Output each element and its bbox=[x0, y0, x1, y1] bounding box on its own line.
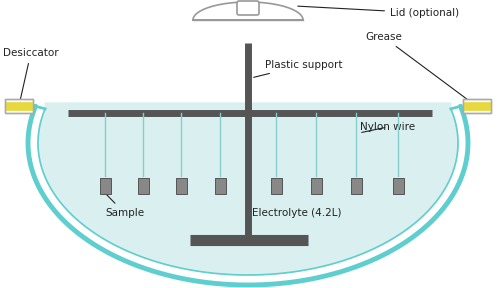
FancyBboxPatch shape bbox=[138, 178, 148, 194]
FancyBboxPatch shape bbox=[6, 102, 34, 110]
FancyBboxPatch shape bbox=[310, 178, 322, 194]
Polygon shape bbox=[193, 2, 303, 20]
Text: Lid (optional): Lid (optional) bbox=[298, 6, 459, 18]
Polygon shape bbox=[38, 109, 458, 275]
FancyBboxPatch shape bbox=[176, 178, 186, 194]
FancyBboxPatch shape bbox=[270, 178, 281, 194]
Polygon shape bbox=[38, 103, 458, 275]
FancyBboxPatch shape bbox=[100, 178, 110, 194]
Text: Nylon wire: Nylon wire bbox=[360, 122, 415, 132]
Text: Plastic support: Plastic support bbox=[254, 60, 342, 77]
FancyBboxPatch shape bbox=[237, 1, 259, 15]
Text: Grease: Grease bbox=[365, 32, 474, 105]
FancyBboxPatch shape bbox=[462, 99, 490, 113]
FancyBboxPatch shape bbox=[6, 99, 34, 113]
Text: Desiccator: Desiccator bbox=[3, 48, 58, 101]
Text: Electrolyte (4.2L): Electrolyte (4.2L) bbox=[252, 208, 342, 218]
FancyBboxPatch shape bbox=[462, 102, 490, 110]
FancyBboxPatch shape bbox=[214, 178, 226, 194]
FancyBboxPatch shape bbox=[392, 178, 404, 194]
Text: Sample: Sample bbox=[105, 193, 144, 218]
FancyBboxPatch shape bbox=[350, 178, 362, 194]
